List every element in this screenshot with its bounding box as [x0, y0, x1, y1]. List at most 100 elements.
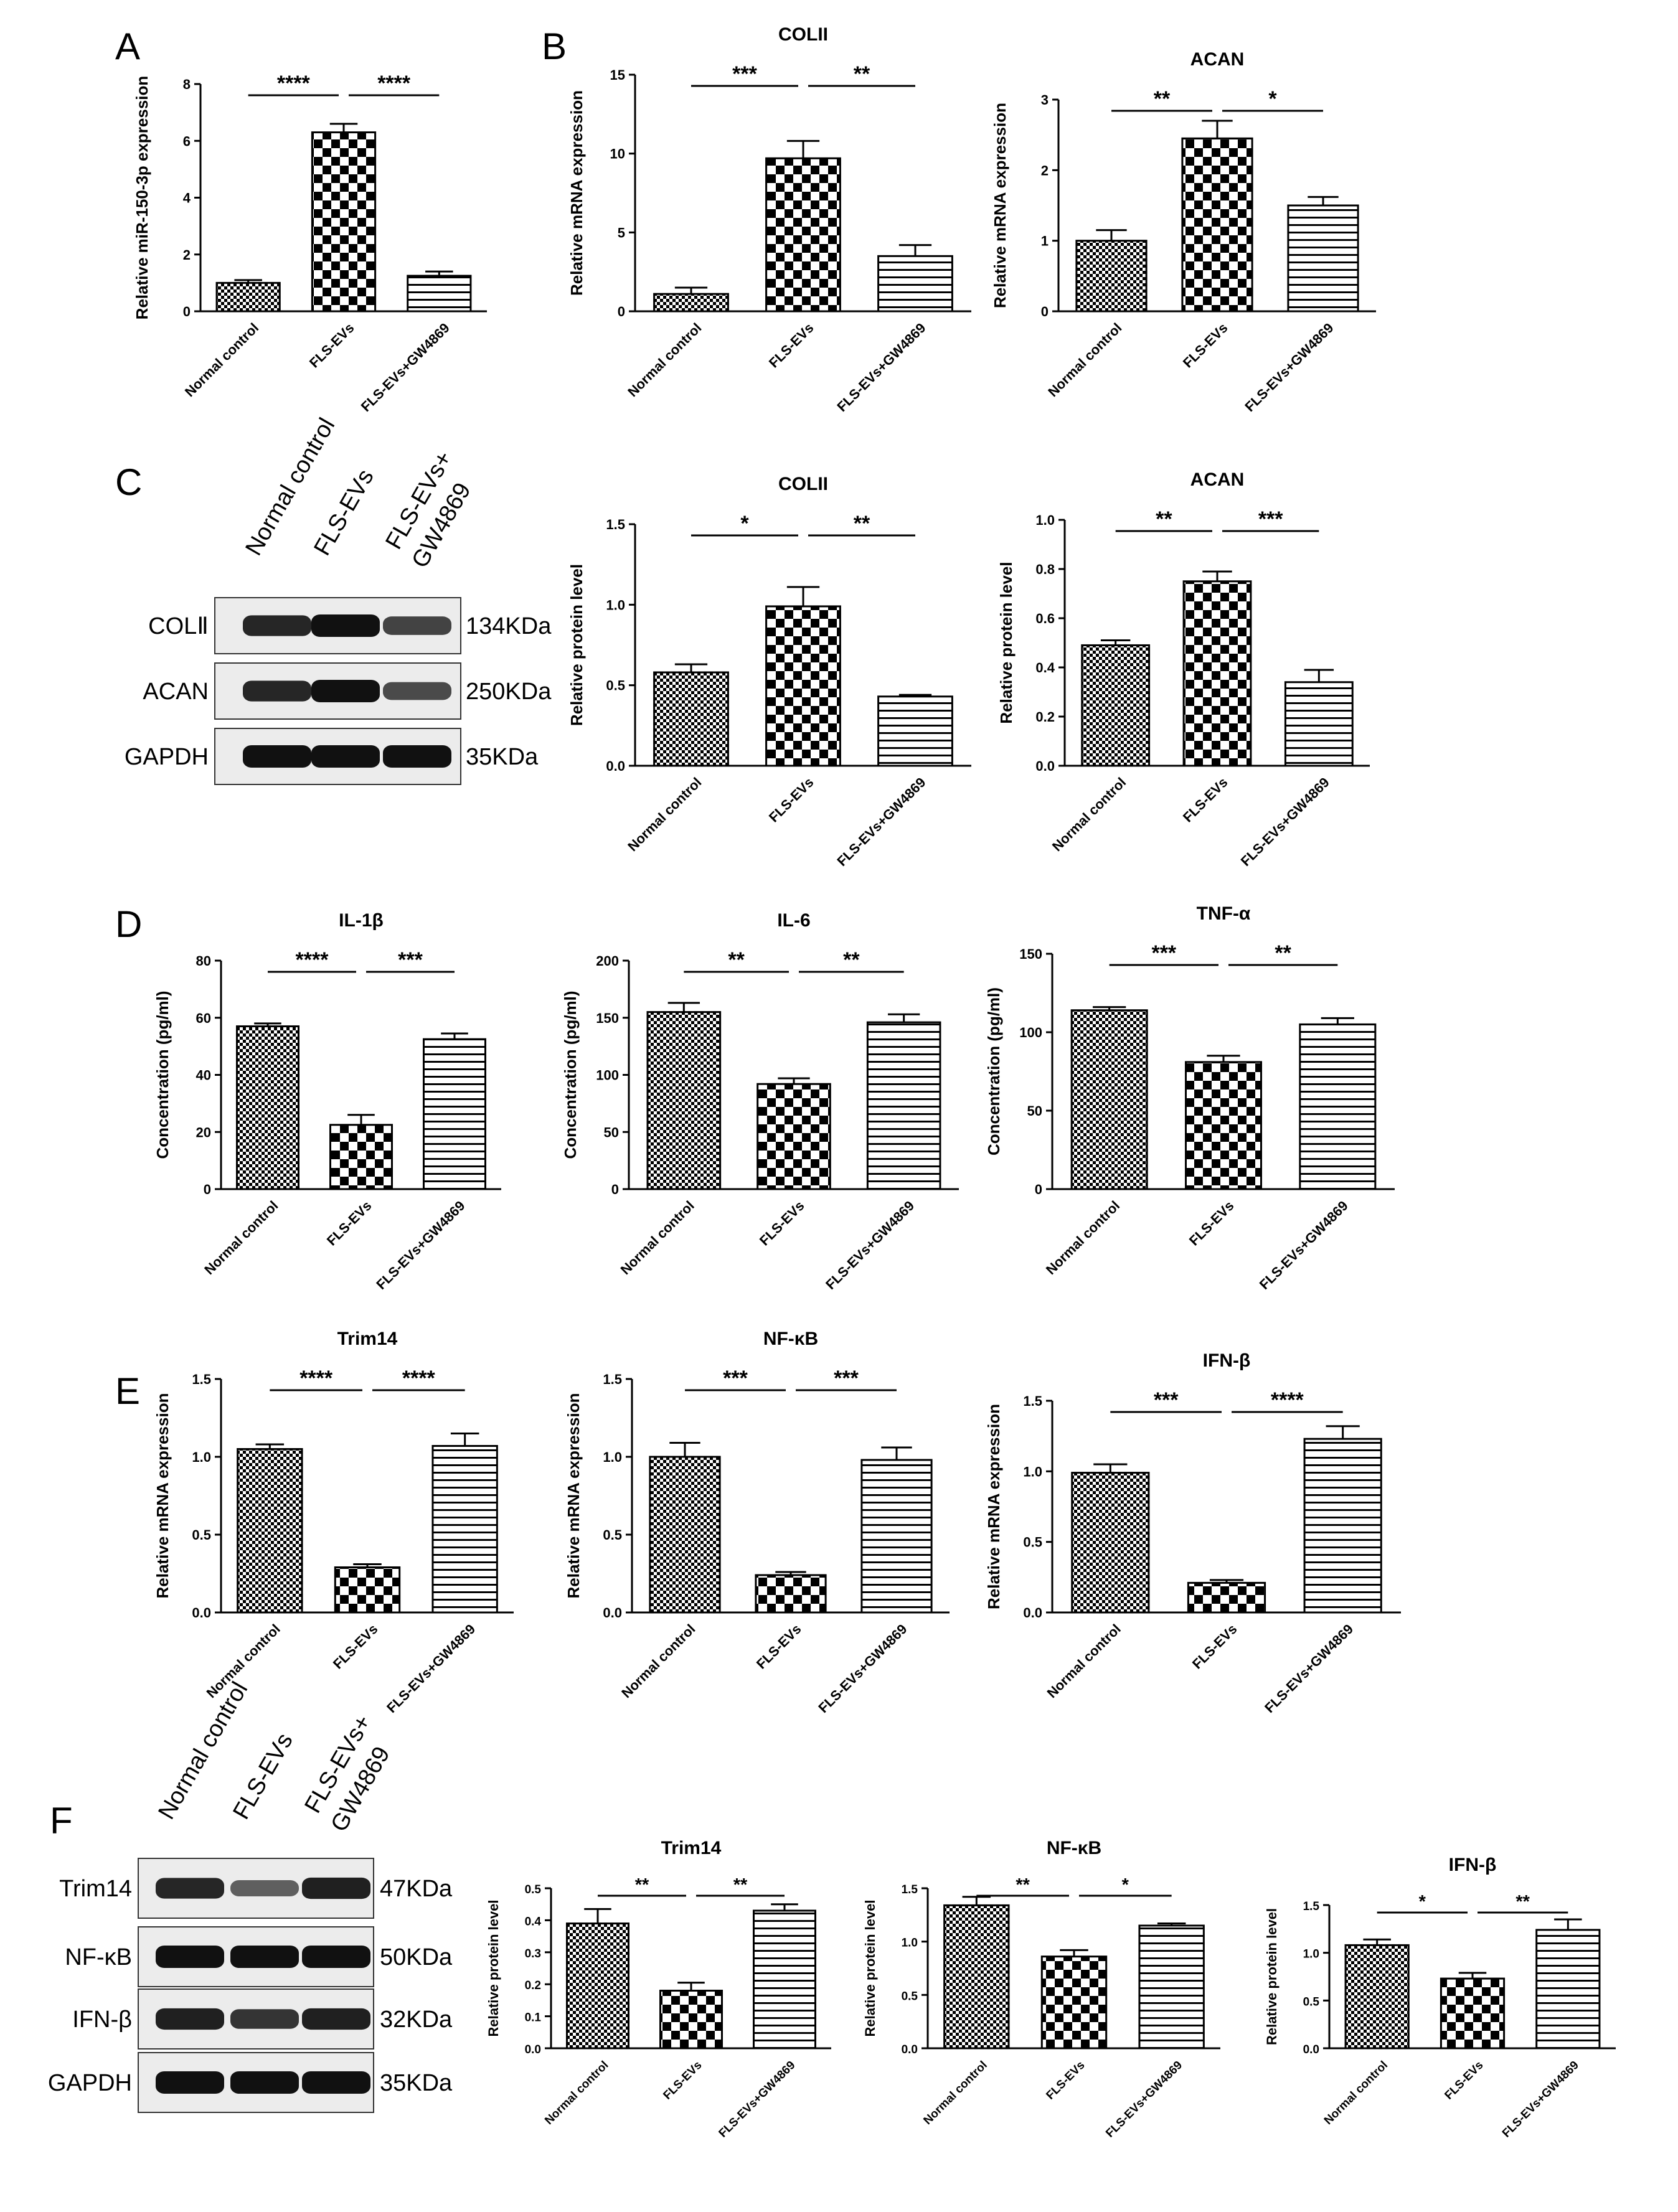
panel-letter-f: F: [50, 1800, 73, 1842]
significance-label: ****: [402, 1367, 436, 1390]
blot-size-label: 35KDa: [466, 744, 539, 770]
bar: [877, 255, 953, 313]
blot-row-label: IFN-β: [72, 2007, 132, 2033]
category-label: Normal control: [625, 320, 704, 400]
y-tick-label: 1.0: [192, 1449, 211, 1465]
chart-d2: IL-6 0 50 100 150 200 Concentration (pg/ml) Nor…: [561, 910, 959, 1292]
chart-title: IFN-β: [1449, 1855, 1497, 1875]
bar: [431, 1445, 498, 1614]
y-axis-label: Relative mRNA expression: [567, 90, 586, 296]
bar: [757, 1083, 831, 1190]
chart-title: ACAN: [1190, 469, 1245, 490]
significance-label: **: [728, 948, 745, 972]
blot-band: [230, 2071, 299, 2094]
bar: [1299, 1023, 1377, 1190]
bar: [1181, 137, 1253, 313]
significance-label: ***: [723, 1367, 748, 1390]
y-tick-label: 1.5: [902, 1883, 918, 1896]
y-tick-label: 1.5: [192, 1372, 211, 1387]
y-tick-label: 0.4: [525, 1915, 542, 1928]
y-tick-label: 100: [1019, 1025, 1042, 1040]
y-tick-label: 100: [596, 1068, 619, 1083]
category-label: Normal control: [542, 2059, 611, 2127]
significance-label: **: [843, 948, 860, 972]
y-axis-label: Relative mRNA expression: [991, 103, 1009, 308]
y-tick-label: 50: [1027, 1103, 1042, 1119]
category-label: Normal control: [921, 2059, 989, 2127]
y-tick-label: 0.0: [902, 2043, 918, 2056]
blot-band: [156, 2071, 224, 2094]
category-label: Normal control: [1049, 774, 1129, 854]
bar: [311, 131, 377, 313]
y-tick-label: 0.5: [606, 678, 625, 694]
y-tick-label: 200: [596, 953, 619, 969]
y-tick-label: 1.5: [1303, 1900, 1320, 1913]
bar: [236, 1025, 299, 1190]
category-label: Normal control: [625, 774, 704, 854]
significance-label: ****: [1271, 1388, 1304, 1412]
blot-band: [311, 680, 380, 702]
y-tick-label: 0: [1035, 1182, 1042, 1197]
significance-label: ***: [834, 1367, 859, 1390]
blot-size-label: 50KDa: [380, 1944, 453, 1970]
category-label: Normal control: [201, 1198, 281, 1278]
chart-e1: Trim14 0.0 0.5 1.0 1.5 Relative mRNA expressi…: [153, 1329, 514, 1716]
y-tick-label: 0.0: [1303, 2043, 1319, 2056]
category-label: FLS-EVs: [661, 2059, 704, 2102]
y-tick-label: 1.0: [603, 1449, 622, 1465]
blot-row-label: NF-κB: [65, 1944, 132, 1970]
category-label: FLS-EVs: [1186, 1198, 1237, 1249]
y-tick-label: 0: [618, 304, 625, 319]
bar: [653, 293, 729, 313]
y-axis-label: Concentration (pg/ml): [984, 987, 1003, 1155]
blot-size-label: 47KDa: [380, 1876, 453, 1902]
y-axis-label: Relative mRNA expression: [153, 1393, 172, 1599]
y-tick-label: 0.2: [1035, 709, 1055, 725]
blot-band: [243, 680, 311, 702]
y-tick-label: 1.5: [606, 517, 625, 532]
significance-label: *: [1419, 1892, 1426, 1912]
blot-row-label: GAPDH: [125, 744, 209, 770]
significance-label: *: [740, 512, 749, 535]
bar: [943, 1904, 1010, 2050]
y-tick-label: 2: [1041, 162, 1049, 178]
bar: [659, 1989, 723, 2050]
significance-label: **: [1515, 1892, 1530, 1912]
y-tick-label: 0.0: [192, 1605, 211, 1621]
bar: [1075, 240, 1148, 313]
blot-band: [230, 2009, 299, 2029]
category-label: Normal control: [182, 320, 262, 400]
significance-label: **: [635, 1875, 649, 1895]
chart-e2: NF-κB 0.0 0.5 1.0 1.5 Relative mRNA expressio…: [564, 1329, 950, 1716]
y-axis-label: Relative mRNA expression: [984, 1404, 1003, 1609]
chart-title: Trim14: [337, 1329, 398, 1349]
y-tick-label: 0.5: [1303, 1995, 1320, 2008]
y-tick-label: 0.2: [525, 1979, 541, 1992]
lane-header: FLS-EVs: [309, 465, 379, 560]
y-tick-label: 0.0: [606, 758, 625, 774]
y-tick-label: 40: [196, 1068, 211, 1083]
panel-letter-d: D: [115, 903, 142, 945]
y-tick-label: 1.0: [1303, 1948, 1319, 1961]
blot-row-label: GAPDH: [48, 2070, 132, 2096]
blot-band: [302, 2071, 370, 2094]
chart-f3: IFN-β 0.0 0.5 1.0 1.5 Relative protein level N…: [1264, 1855, 1616, 2140]
y-tick-label: 0.5: [525, 1883, 542, 1896]
bar: [566, 1923, 629, 2050]
significance-label: ***: [1258, 507, 1283, 531]
category-label: FLS-EVs: [1189, 1621, 1240, 1672]
blot-band: [156, 1946, 224, 1968]
category-label: Normal control: [618, 1621, 698, 1701]
significance-label: **: [854, 62, 870, 86]
y-tick-label: 0.0: [1023, 1605, 1042, 1621]
chart-title: ACAN: [1190, 49, 1245, 70]
category-label: Normal control: [1044, 1621, 1124, 1701]
bar: [1071, 1472, 1150, 1614]
y-tick-label: 0: [611, 1182, 619, 1197]
y-tick-label: 1.5: [1023, 1393, 1042, 1409]
chart-title: IL-1β: [339, 910, 384, 931]
y-tick-label: 0.6: [1035, 611, 1055, 626]
y-tick-label: 0.5: [902, 1990, 918, 2003]
blot-band: [311, 745, 380, 768]
